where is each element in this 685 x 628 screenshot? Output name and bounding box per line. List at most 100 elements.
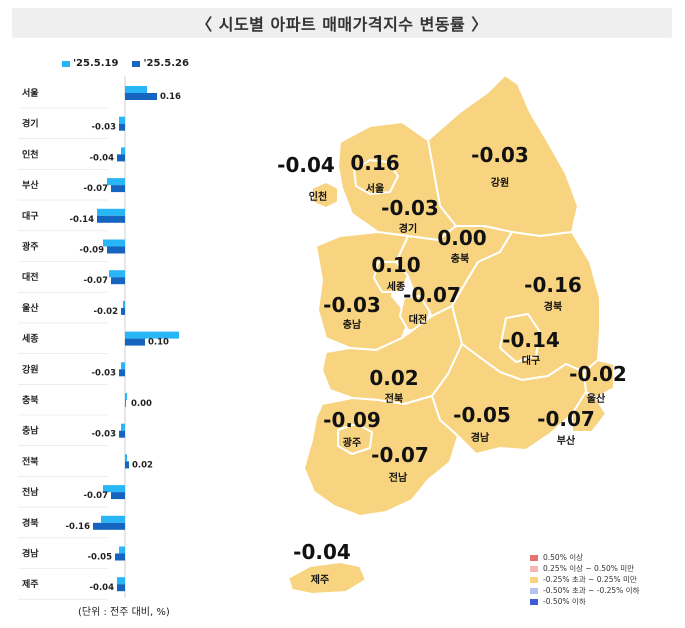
- region-name-busan: 부산: [557, 434, 576, 447]
- bar-prev: [125, 393, 127, 400]
- value-label: -0.07: [84, 491, 109, 501]
- value-label: -0.03: [92, 430, 117, 440]
- map-legend-label: -0.50% 초과 ~ -0.25% 이하: [543, 586, 640, 595]
- category-label: 대구: [22, 210, 39, 222]
- category-label: 경기: [22, 118, 39, 130]
- legend-item-series-1: '25.5.19: [62, 58, 118, 69]
- category-label: 울산: [22, 302, 39, 314]
- map-legend-item: 0.50% 이상: [530, 552, 639, 563]
- region-jeju-shape: [287, 561, 367, 595]
- chart-legend: '25.5.19 '25.5.26: [62, 58, 189, 69]
- bar-curr: [111, 185, 125, 193]
- region-value-chungbuk: 0.00: [437, 226, 486, 250]
- region-name-sejong: 세종: [387, 280, 405, 293]
- category-label: 부산: [22, 179, 39, 191]
- region-name-jeonnam: 전남: [389, 471, 408, 484]
- value-label: -0.07: [84, 184, 109, 194]
- category-label: 서울: [22, 87, 39, 99]
- map-legend-swatch: [530, 576, 538, 583]
- bar-prev: [121, 147, 125, 155]
- bar-curr: [119, 123, 125, 131]
- map-land: [287, 74, 615, 595]
- region-name-chungnam: 충남: [343, 318, 362, 331]
- bar-prev: [125, 454, 127, 462]
- map-legend-item: -0.50% 이하: [530, 596, 639, 607]
- bar-curr: [97, 215, 125, 223]
- bar-curr: [93, 522, 125, 530]
- region-value-jeonbuk: 0.02: [369, 366, 418, 390]
- region-value-sejong: 0.10: [371, 253, 420, 277]
- region-name-gyeongbuk: 경북: [544, 300, 562, 313]
- region-name-gwangju: 광주: [343, 437, 361, 449]
- bar-curr: [117, 154, 125, 162]
- bar-prev: [121, 423, 125, 431]
- region-name-gyeonggi: 경기: [399, 222, 417, 235]
- category-label: 전북: [22, 455, 39, 467]
- region-value-gyeongbuk: -0.16: [524, 273, 582, 297]
- value-label: -0.02: [94, 307, 119, 317]
- region-name-seoul: 서울: [366, 182, 384, 195]
- region-name-ulsan: 울산: [587, 392, 606, 405]
- value-label: -0.09: [80, 246, 105, 256]
- bar-curr: [121, 307, 125, 315]
- category-label: 경북: [22, 517, 39, 529]
- region-value-gyeongnam: -0.05: [453, 403, 511, 427]
- region-incheon-shape: [311, 181, 339, 209]
- category-label: 인천: [22, 149, 39, 160]
- bar-curr: [125, 400, 126, 407]
- value-label: -0.14: [70, 215, 95, 225]
- map-legend-item: 0.25% 이상 ~ 0.50% 미만: [530, 563, 639, 574]
- bar-curr: [107, 246, 125, 254]
- category-label: 제주: [22, 578, 39, 590]
- value-label: -0.04: [90, 153, 115, 163]
- region-name-gangwon: 강원: [491, 176, 509, 189]
- category-label: 세종: [22, 333, 39, 345]
- bar-curr: [115, 553, 125, 561]
- value-label: 0.10: [148, 338, 169, 348]
- map-legend-label: 0.25% 이상 ~ 0.50% 미만: [543, 564, 635, 573]
- bar-prev: [103, 485, 125, 493]
- bar-chart: 서울 0.16 경기 -0.03 인천 -0.04 부산 -0.07 대구 -0.14 광주 -0.0…: [18, 76, 181, 600]
- region-value-gyeonggi: -0.03: [381, 196, 439, 220]
- bar-prev: [125, 86, 147, 93]
- category-label: 충남: [22, 425, 39, 437]
- region-daegu-shape: [499, 313, 541, 363]
- bar-prev: [121, 362, 125, 370]
- region-busan-shape: [571, 391, 607, 433]
- map-legend-item: -0.50% 초과 ~ -0.25% 이하: [530, 585, 639, 596]
- region-value-busan: -0.07: [537, 407, 595, 431]
- region-value-seoul: 0.16: [350, 151, 399, 175]
- value-label: -0.04: [90, 583, 115, 593]
- category-label: 광주: [22, 241, 39, 253]
- map-legend: 0.50% 이상 0.25% 이상 ~ 0.50% 미만 -0.25% 초과 ~ 0…: [530, 552, 639, 607]
- value-label: -0.07: [84, 276, 109, 286]
- legend-swatch-series-2: [132, 60, 141, 67]
- region-value-jeju: -0.04: [293, 540, 351, 564]
- bar-prev: [101, 515, 125, 523]
- bar-curr: [117, 584, 125, 592]
- value-label: -0.03: [92, 368, 117, 378]
- region-name-gyeongnam: 경남: [471, 431, 490, 444]
- bar-curr: [111, 277, 125, 285]
- unit-note: (단위 : 전주 대비, %): [78, 607, 170, 618]
- region-name-jeonbuk: 전북: [385, 392, 403, 405]
- map-legend-swatch: [530, 598, 538, 605]
- bar-prev: [123, 300, 125, 308]
- legend-swatch-series-1: [62, 60, 70, 67]
- legend-label-series-1: '25.5.19: [73, 58, 119, 69]
- category-label: 충북: [22, 394, 39, 406]
- region-seoul-shape: [353, 159, 399, 195]
- region-name-daegu: 대구: [522, 354, 540, 367]
- region-value-gwangju: -0.09: [323, 408, 381, 432]
- region-value-jeonnam: -0.07: [371, 443, 429, 467]
- region-jeonnam-shape: [303, 395, 459, 517]
- category-label: 대전: [22, 271, 39, 283]
- bar-curr: [119, 369, 125, 377]
- map-legend-swatch: [530, 587, 538, 594]
- bar-curr: [125, 338, 145, 346]
- bar-prev: [117, 577, 125, 585]
- region-name-chungbuk: 충북: [451, 252, 469, 265]
- legend-label-series-2: '25.5.26: [143, 58, 189, 69]
- region-gwangju-shape: [337, 423, 373, 455]
